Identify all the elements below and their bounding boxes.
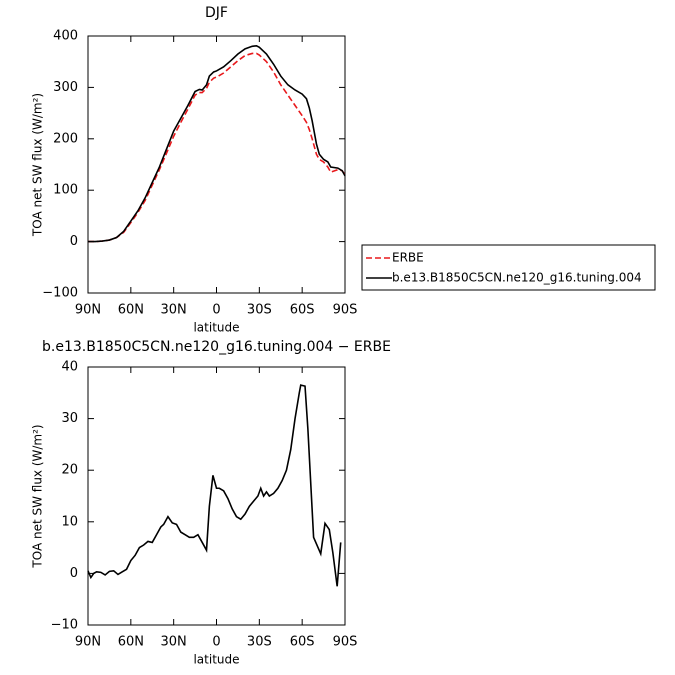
y-tick-label: 0	[70, 566, 78, 581]
y-tick-label: 100	[53, 183, 78, 198]
x-axis-label: latitude	[193, 653, 239, 667]
x-tick-label: 90N	[75, 635, 101, 650]
x-tick-label: 30N	[161, 635, 187, 650]
legend-label: ERBE	[392, 251, 424, 265]
x-tick-label: 30S	[247, 635, 272, 650]
y-tick-label: 200	[53, 131, 78, 146]
x-tick-label: 30S	[247, 303, 272, 318]
data-line	[88, 44, 346, 243]
y-tick-label: −10	[51, 618, 78, 633]
x-tick-label: 60N	[118, 303, 144, 318]
y-tick-label: −100	[42, 286, 78, 301]
y-axis-label: TOA net SW flux (W/m²)	[31, 93, 45, 237]
data-line	[87, 384, 342, 587]
x-tick-label: 60S	[290, 635, 315, 650]
x-tick-label: 90S	[333, 635, 358, 650]
y-tick-label: 20	[61, 463, 78, 478]
y-tick-label: 30	[61, 411, 78, 426]
plot-frame	[87, 35, 346, 294]
y-tick-label: 10	[61, 514, 78, 529]
x-tick-label: 0	[212, 303, 220, 318]
x-tick-label: 90N	[75, 303, 101, 318]
x-tick-label: 0	[212, 635, 220, 650]
y-tick-label: 40	[61, 360, 78, 375]
y-axis-label: TOA net SW flux (W/m²)	[31, 424, 45, 568]
x-tick-label: 30N	[161, 303, 187, 318]
data-line	[88, 52, 346, 243]
x-tick-label: 60N	[118, 635, 144, 650]
x-tick-label: 60S	[290, 303, 315, 318]
legend-label: b.e13.B1850C5CN.ne120_g16.tuning.004	[392, 271, 642, 285]
x-axis-label: latitude	[193, 321, 239, 335]
legend-box	[361, 244, 656, 291]
x-tick-label: 90S	[333, 303, 358, 318]
y-tick-label: 300	[53, 80, 78, 95]
y-tick-label: 0	[70, 234, 78, 249]
y-tick-label: 400	[53, 29, 78, 44]
chart-title: b.e13.B1850C5CN.ne120_g16.tuning.004 − E…	[42, 339, 391, 355]
chart-title: DJF	[205, 5, 228, 21]
